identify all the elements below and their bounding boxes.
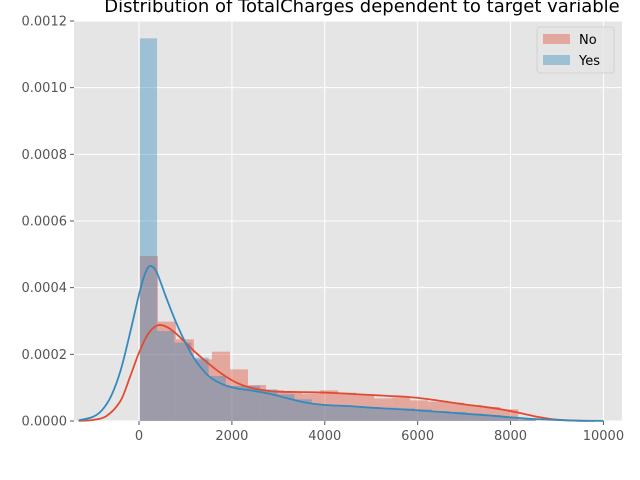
- bar-no: [374, 398, 393, 421]
- bar-yes: [363, 407, 381, 421]
- x-tick-label: 10000: [583, 429, 624, 444]
- y-tick-label: 0.0008: [22, 148, 68, 163]
- legend-label-yes: Yes: [578, 54, 600, 69]
- bar-yes: [346, 406, 364, 421]
- bar-no: [157, 321, 176, 421]
- bar-no: [482, 407, 501, 421]
- bar-yes: [380, 407, 398, 421]
- legend-frame: [536, 26, 615, 74]
- bar-yes: [191, 357, 209, 421]
- y-tick-label: 0.0004: [22, 281, 68, 296]
- bar-yes: [277, 394, 295, 421]
- legend-label-no: No: [579, 33, 597, 48]
- legend-swatch-no: [543, 34, 570, 44]
- bar-yes: [174, 342, 192, 421]
- x-tick-label: 4000: [308, 429, 341, 444]
- y-axis: 0.0000 0.0002 0.0004 0.0006 0.0008 0.0010 0.00…: [22, 15, 74, 430]
- bar-no: [248, 385, 267, 421]
- x-tick-label: 8000: [494, 429, 527, 444]
- bars-yes: [139, 38, 536, 421]
- bar-no: [139, 256, 158, 421]
- bar-yes: [242, 386, 261, 421]
- bar-no: [464, 405, 483, 421]
- histogram-bars: [139, 38, 537, 421]
- bar-no: [518, 419, 537, 421]
- bar-no: [500, 409, 519, 421]
- bar-no: [175, 339, 194, 421]
- bar-yes: [208, 376, 226, 421]
- bar-yes: [432, 411, 450, 421]
- bar-yes: [449, 412, 467, 421]
- bar-yes: [139, 38, 158, 421]
- kde-line-no: [78, 324, 595, 422]
- y-tick-label: 0.0000: [22, 415, 68, 430]
- bar-yes: [517, 419, 536, 421]
- y-tick-label: 0.0006: [22, 215, 68, 230]
- bar-yes: [225, 386, 243, 421]
- kde-line-yes: [78, 264, 604, 422]
- bar-yes: [483, 415, 501, 421]
- y-tick-label: 0.0010: [22, 81, 68, 96]
- bar-no: [446, 402, 465, 421]
- x-tick-label: 6000: [401, 429, 434, 444]
- legend-swatch-yes: [543, 55, 570, 65]
- bar-yes: [397, 408, 415, 421]
- bar-yes: [311, 404, 329, 421]
- bar-yes: [414, 409, 433, 421]
- chart-title: Distribution of TotalCharges dependent t…: [104, 0, 620, 17]
- bar-yes: [157, 331, 175, 421]
- x-axis: 0 2000 4000 6000 8000 10000: [135, 421, 624, 444]
- bar-yes: [260, 389, 278, 421]
- x-tick-label: 0: [135, 429, 143, 444]
- bar-no: [302, 393, 321, 421]
- kde-curves: [78, 264, 604, 422]
- bar-yes: [466, 413, 484, 421]
- x-tick-label: 2000: [215, 429, 248, 444]
- grid: [74, 20, 622, 422]
- bar-yes: [294, 399, 312, 421]
- y-tick-label: 0.0002: [22, 348, 68, 363]
- y-tick-label: 0.0012: [22, 15, 68, 30]
- legend: No Yes: [536, 26, 615, 74]
- bar-yes: [328, 405, 347, 421]
- bar-no: [266, 390, 285, 421]
- bar-yes: [500, 417, 518, 421]
